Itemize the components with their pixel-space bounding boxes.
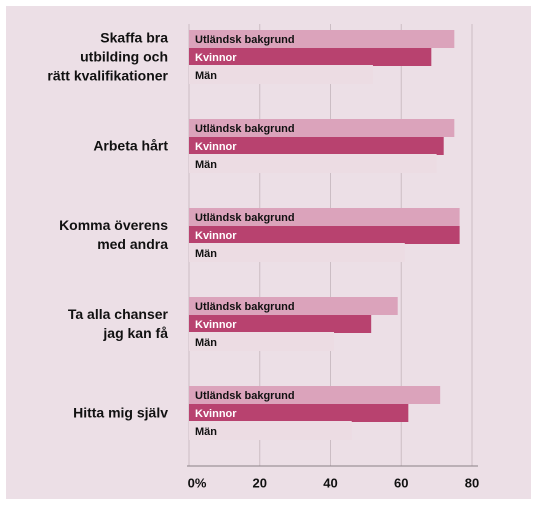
bar bbox=[189, 297, 398, 315]
bar-label: Utländsk bakgrund bbox=[195, 123, 295, 135]
category-label: Ta alla chanser jag kan få bbox=[67, 306, 168, 341]
bar bbox=[189, 137, 444, 155]
bar bbox=[189, 315, 372, 333]
bar bbox=[189, 332, 335, 351]
bar-label: Kvinnor bbox=[195, 230, 237, 242]
bar bbox=[189, 404, 409, 422]
x-tick-label: 40 bbox=[323, 475, 337, 490]
bar-label: Kvinnor bbox=[195, 408, 237, 420]
x-tick-label: 0% bbox=[188, 475, 207, 490]
bar bbox=[189, 226, 460, 244]
category-label: Skaffa bra utbilding och rätt kvalifikat… bbox=[47, 29, 168, 84]
bar-label: Utländsk bakgrund bbox=[195, 34, 295, 46]
x-tick-label: 60 bbox=[394, 475, 408, 490]
bar bbox=[189, 386, 441, 404]
bar-label: Kvinnor bbox=[195, 141, 237, 153]
x-tick-label: 80 bbox=[465, 475, 479, 490]
bar-label: Utländsk bakgrund bbox=[195, 301, 295, 313]
bar-label: Män bbox=[195, 337, 217, 349]
bar bbox=[189, 119, 455, 137]
bar bbox=[189, 65, 373, 84]
x-tick-label: 20 bbox=[253, 475, 267, 490]
bar-label: Kvinnor bbox=[195, 319, 237, 331]
category-label: Hitta mig själv bbox=[73, 404, 168, 421]
bar bbox=[189, 208, 460, 226]
bar bbox=[189, 154, 437, 173]
bar-label: Män bbox=[195, 159, 217, 171]
category-label: Komma överens med andra bbox=[59, 217, 168, 252]
bar-label: Utländsk bakgrund bbox=[195, 390, 295, 402]
bar-label: Utländsk bakgrund bbox=[195, 212, 295, 224]
bar bbox=[189, 243, 405, 262]
bar-label: Män bbox=[195, 70, 217, 82]
bar bbox=[189, 421, 352, 440]
category-label: Arbeta hårt bbox=[93, 137, 168, 154]
bar-label: Män bbox=[195, 248, 217, 260]
bar-label: Kvinnor bbox=[195, 52, 237, 64]
bar bbox=[189, 30, 455, 48]
bar-label: Män bbox=[195, 426, 217, 438]
bar bbox=[189, 48, 432, 66]
